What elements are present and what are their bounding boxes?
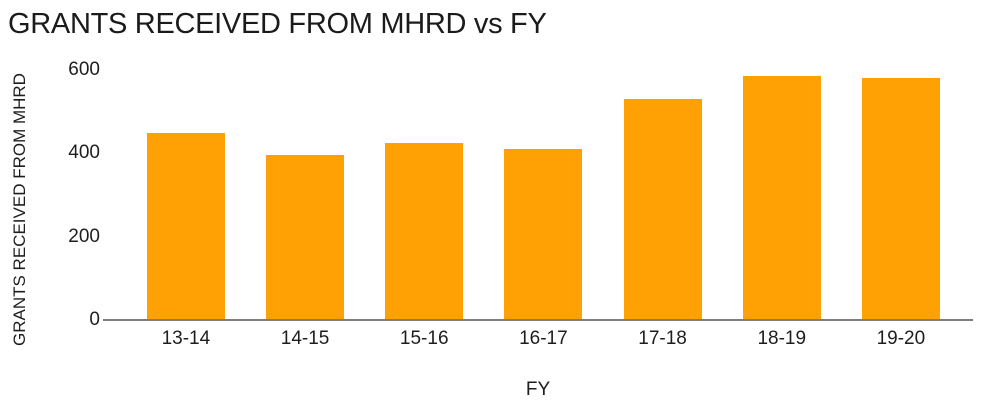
plot-area <box>103 70 973 320</box>
y-axis-title: GRANTS RECEIVED FROM MHRD <box>10 73 29 346</box>
x-tick-label: 19-20 <box>876 328 926 349</box>
y-tick-label: 200 <box>68 225 100 247</box>
x-tick-label: 16-17 <box>519 328 568 349</box>
y-tick-label: 600 <box>68 59 100 80</box>
x-tick-label: 15-16 <box>399 328 449 349</box>
bar-14-15 <box>266 155 345 320</box>
chart-title: GRANTS RECEIVED FROM MHRD vs FY <box>8 8 547 40</box>
x-axis-line <box>103 319 973 321</box>
x-tick-label: 18-19 <box>757 328 807 349</box>
bar-17-18 <box>623 99 702 320</box>
x-tick-label: 17-18 <box>638 328 687 349</box>
bar-19-20 <box>862 78 940 320</box>
bar-13-14 <box>146 132 225 320</box>
x-axis-title: FY <box>525 379 551 400</box>
bar-15-16 <box>385 142 464 320</box>
bar-16-17 <box>504 149 583 320</box>
x-tick-label: 14-15 <box>280 328 330 349</box>
x-tick-label: 13-14 <box>161 328 211 349</box>
y-tick-label: 0 <box>89 309 100 330</box>
bar-18-19 <box>742 76 821 320</box>
y-tick-label: 400 <box>68 142 100 164</box>
